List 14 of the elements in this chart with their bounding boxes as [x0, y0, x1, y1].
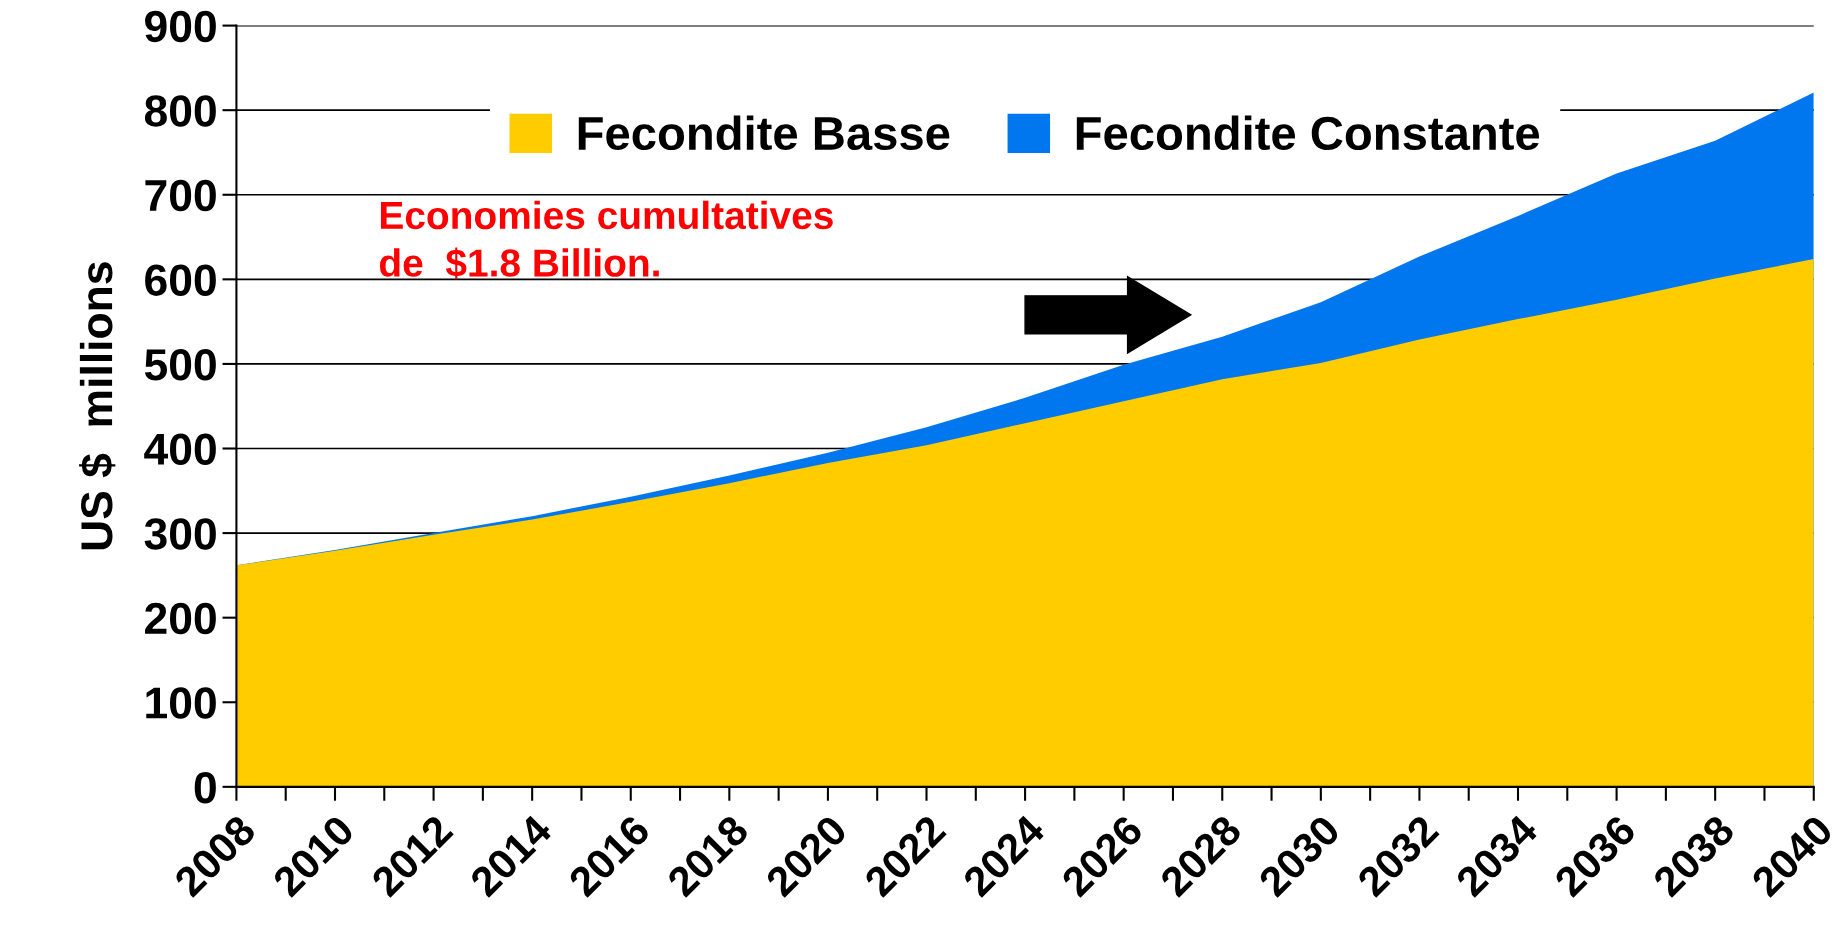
y-tick-label: 600	[145, 264, 216, 296]
y-tick-label: 200	[145, 602, 216, 635]
y-tick-label: 500	[144, 349, 216, 381]
y-tick-label: 100	[146, 687, 216, 719]
y-axis-title: US $ millions	[79, 262, 116, 550]
annotation: Economies cumultatives de $1.8 Billion.	[379, 200, 833, 280]
y-tick-label: 900	[145, 10, 216, 43]
y-tick-label: 400	[144, 433, 216, 466]
legend-label: Fecondite Basse	[578, 115, 950, 151]
y-tick-label: 700	[145, 179, 216, 212]
legend-label: Fecondite Constante	[1076, 115, 1540, 151]
y-tick-label: 300	[144, 518, 216, 550]
y-tick-label: 800	[144, 95, 216, 127]
y-tick-label: 0	[194, 771, 216, 804]
